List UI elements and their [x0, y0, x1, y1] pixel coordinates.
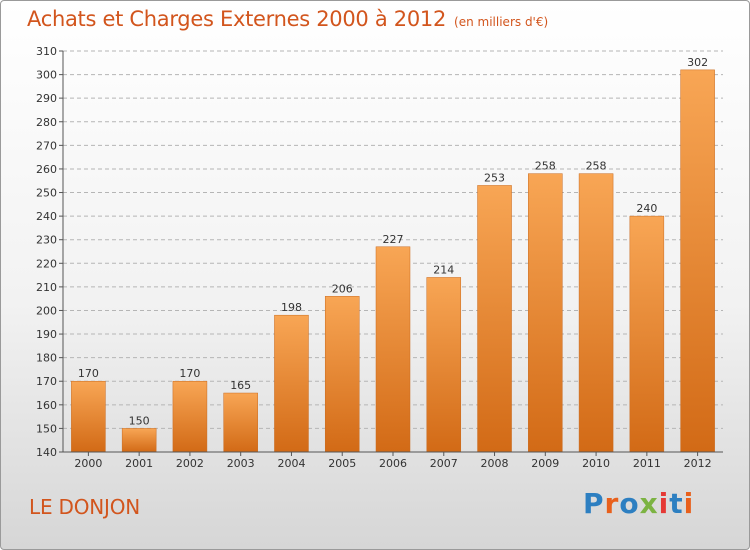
data-label-2008: 253 — [484, 171, 505, 184]
y-tick-label: 270 — [36, 139, 57, 152]
y-tick-label: 150 — [36, 422, 57, 435]
x-tick-label: 2007 — [430, 457, 458, 470]
bar-2012 — [680, 69, 715, 453]
data-label-2011: 240 — [636, 202, 657, 215]
logo-letter: o — [619, 487, 640, 520]
data-labels: 170 150 170 165 198 206 227 214 253 258 258 240 302 — [78, 56, 708, 428]
logo-letter: i — [683, 487, 695, 520]
data-label-2009: 258 — [535, 160, 556, 173]
y-tick-label: 200 — [36, 304, 57, 317]
bar-2002 — [172, 380, 208, 453]
y-tick-label: 220 — [36, 257, 57, 270]
data-label-2006: 227 — [383, 233, 404, 246]
bar-2011 — [629, 215, 665, 453]
y-tick-label: 280 — [36, 116, 57, 129]
y-tick-label: 290 — [36, 92, 57, 105]
bar-2009 — [528, 173, 563, 453]
data-label-2002: 170 — [179, 367, 200, 380]
x-tick-label: 2005 — [328, 457, 356, 470]
x-tick-label: 2006 — [379, 457, 407, 470]
y-tick-label: 170 — [36, 375, 57, 388]
y-tick-label: 250 — [36, 187, 57, 200]
data-label-2005: 206 — [332, 282, 353, 295]
y-tick-label: 310 — [36, 45, 57, 58]
x-tick-label: 2003 — [227, 457, 255, 470]
logo-letter: x — [639, 487, 659, 520]
data-label-2003: 165 — [230, 379, 251, 392]
unit-note: (en milliers d'€) — [454, 15, 549, 29]
logo-letter: r — [604, 487, 620, 520]
data-label-2012: 302 — [687, 56, 708, 69]
x-tick-label: 2009 — [531, 457, 559, 470]
y-axis-ticks: 140 150 160 170 180 190 200 210 220 230 240 250 260 2… — [36, 45, 63, 459]
bar-2006 — [375, 246, 411, 453]
title-text: Achats et Charges Externes 2000 à 2012 — [27, 7, 447, 31]
x-tick-label: 2001 — [125, 457, 153, 470]
data-label-2010: 258 — [586, 160, 607, 173]
x-tick-label: 2000 — [74, 457, 102, 470]
x-tick-label: 2004 — [277, 457, 305, 470]
y-tick-label: 230 — [36, 234, 57, 247]
bar-2000 — [71, 380, 106, 453]
bar-2007 — [426, 277, 462, 453]
x-tick-label: 2010 — [582, 457, 610, 470]
x-tick-label: 2011 — [633, 457, 661, 470]
x-tick-label: 2012 — [684, 457, 712, 470]
bar-2004 — [274, 314, 309, 453]
logo-letter: P — [583, 487, 605, 520]
logo-letter: t — [669, 487, 684, 520]
proxiti-logo: Proxiti — [583, 487, 694, 520]
x-tick-label: 2002 — [176, 457, 204, 470]
y-tick-label: 210 — [36, 281, 57, 294]
bars — [71, 69, 715, 453]
commune-name: LE DONJON — [29, 495, 141, 519]
y-tick-label: 180 — [36, 352, 57, 365]
y-tick-label: 140 — [36, 446, 57, 459]
x-tick-label: 2008 — [481, 457, 509, 470]
x-axis-ticks: 2000 2001 2002 2003 2004 2005 2006 2007 2008 2009… — [74, 452, 712, 470]
y-tick-label: 260 — [36, 163, 57, 176]
y-tick-label: 240 — [36, 210, 57, 223]
bar-2008 — [477, 185, 512, 453]
data-label-2001: 150 — [129, 414, 150, 427]
data-label-2004: 198 — [281, 301, 302, 314]
y-tick-label: 300 — [36, 69, 57, 82]
bar-2001 — [121, 428, 157, 453]
bar-2003 — [223, 392, 258, 453]
logo-letter: i — [658, 487, 670, 520]
y-tick-label: 190 — [36, 328, 57, 341]
data-label-2007: 214 — [433, 263, 454, 276]
bar-2010 — [578, 173, 614, 453]
chart-title: Achats et Charges Externes 2000 à 2012 (e… — [27, 7, 548, 31]
data-label-2000: 170 — [78, 367, 99, 380]
bar-2005 — [324, 296, 360, 453]
y-tick-label: 160 — [36, 399, 57, 412]
